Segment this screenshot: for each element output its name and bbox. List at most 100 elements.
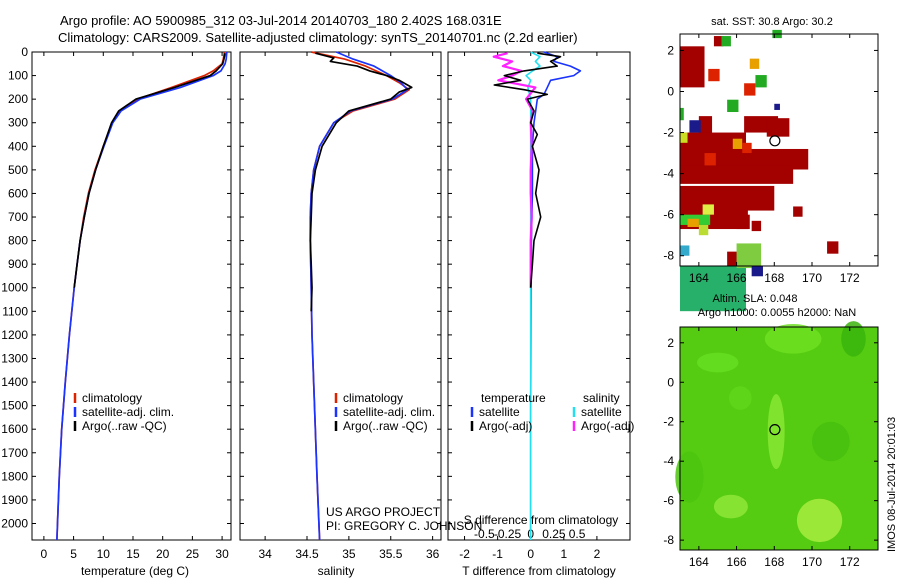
y-tick-label: 100 [8,69,28,83]
sst-cell [793,206,803,217]
panel-frame [31,51,232,541]
y-tick-label: -8 [663,533,674,547]
x-tick-label: 164 [689,555,709,569]
timestamp-stamp: IMOS 08-Jul-2014 20:01:03 [886,417,898,552]
y-tick-label: 700 [8,210,28,224]
sla-patch [675,451,704,503]
sst-map-field [680,29,878,312]
sst-cell [698,224,709,236]
x-tick-label: 10 [97,547,111,561]
y-tick-label: 400 [8,139,28,153]
sst-cell [680,107,684,121]
x-tick-label: 166 [727,271,747,285]
diff-legend-temperature-label: satellite [479,405,520,419]
x-tick-label: 0 [41,547,48,561]
series-line-satellite-adj. [309,51,409,541]
difference-xlabel-bottom: T difference from climatology [462,564,616,578]
x-tick-label: 35.5 [379,547,403,561]
y-tick-label: 1900 [1,493,28,507]
x-tick-label-S: -0.5 [474,527,495,541]
diff-legend-salinity-label: Argo(-adj) [581,419,634,433]
sst-cell [766,118,790,137]
sst-map-title: sat. SST: 30.8 Argo: 30.2 [711,16,833,28]
sst-cell [680,165,794,184]
temperature-panel: 0100200300400500600700800900100011001200… [1,45,232,561]
y-tick-label: 1800 [1,469,28,483]
diff-legend-temperature-label: Argo(-adj) [479,419,532,433]
sla-patch [767,394,785,470]
sst-cell [689,120,701,133]
argo-position-marker [769,424,781,436]
sst-cell [732,138,743,149]
x-tick-label: 34.5 [295,547,319,561]
x-tick-label: 164 [689,271,709,285]
x-tick-label-T: 2 [594,547,601,561]
x-tick-label-S: -0.25 [494,527,522,541]
x-tick-label: 36 [426,547,440,561]
panel-frame [447,51,631,541]
x-tick-label: 166 [727,555,747,569]
x-tick-label-S: 0.5 [569,527,586,541]
sla-map-field [675,321,878,550]
x-tick-label: 30 [215,547,229,561]
x-tick-label: 20 [156,547,170,561]
x-tick-label-T: 0 [527,547,534,561]
sst-cell [680,245,690,256]
sst-cell [751,266,763,277]
y-tick-label: -2 [663,415,674,429]
y-tick-label: -8 [663,249,674,263]
y-tick-label: 900 [8,257,28,271]
y-tick-label: -4 [663,167,674,181]
sst-cell [727,99,739,113]
credit-line2: PI: GREGORY C. JOHNSON [326,519,482,533]
y-tick-label: -4 [663,454,674,468]
x-tick-label: 170 [802,271,822,285]
sla-patch [696,352,739,373]
credit-line1: US ARGO PROJECT [326,505,441,519]
argo-position-marker [769,135,781,147]
sst-cell [680,132,688,143]
y-tick-label: 600 [8,186,28,200]
sla-map-title-line1: Altim. SLA: 0.048 [713,293,798,305]
sst-cell [713,36,724,47]
y-tick-label: 2 [667,43,674,57]
x-tick-label: 5 [70,547,77,561]
y-tick-label: 1200 [1,328,28,342]
y-tick-label: 500 [8,163,28,177]
series-line-temperature-argo [493,52,562,288]
y-tick-label: 1500 [1,399,28,413]
sla-map-panel: 164 166 168 170 172 2 0 -2 -4 -6 -8 [663,321,879,569]
y-tick-label: 1700 [1,446,28,460]
sla-patch [764,324,822,354]
salinity-xlabel: salinity [318,564,355,578]
sla-patch [841,321,866,357]
sst-cell [704,153,716,166]
sst-cell [680,46,705,88]
sst-cell [742,142,752,154]
sst-cell [708,68,720,82]
x-tick-label: 34 [258,547,272,561]
map-frame [679,326,879,551]
salinity-legend-label: satellite-adj. clim. [343,405,435,419]
legend-title-temperature: temperature [481,391,546,405]
y-tick-label: 1600 [1,422,28,436]
sst-cell [680,266,746,312]
sst-cell [755,75,767,88]
series-line-Argo [73,53,226,288]
x-tick-label: 15 [126,547,140,561]
sst-cell [736,243,762,269]
temperature-xlabel: temperature (deg C) [81,564,189,578]
x-tick-label-S: 0.25 [542,527,566,541]
x-tick-label: 25 [186,547,200,561]
y-tick-label: 1100 [2,304,28,318]
legend-title-salinity: salinity [583,391,620,405]
series-line-salinity-argo [492,52,537,288]
x-tick-label-T: -1 [492,547,503,561]
y-tick-label: -6 [663,208,674,222]
sst-cell [751,220,762,232]
x-tick-label-T: 1 [560,547,567,561]
x-tick-label: 168 [764,555,784,569]
temperature-legend-label: climatology [82,391,142,405]
y-tick-label: 1300 [1,351,28,365]
